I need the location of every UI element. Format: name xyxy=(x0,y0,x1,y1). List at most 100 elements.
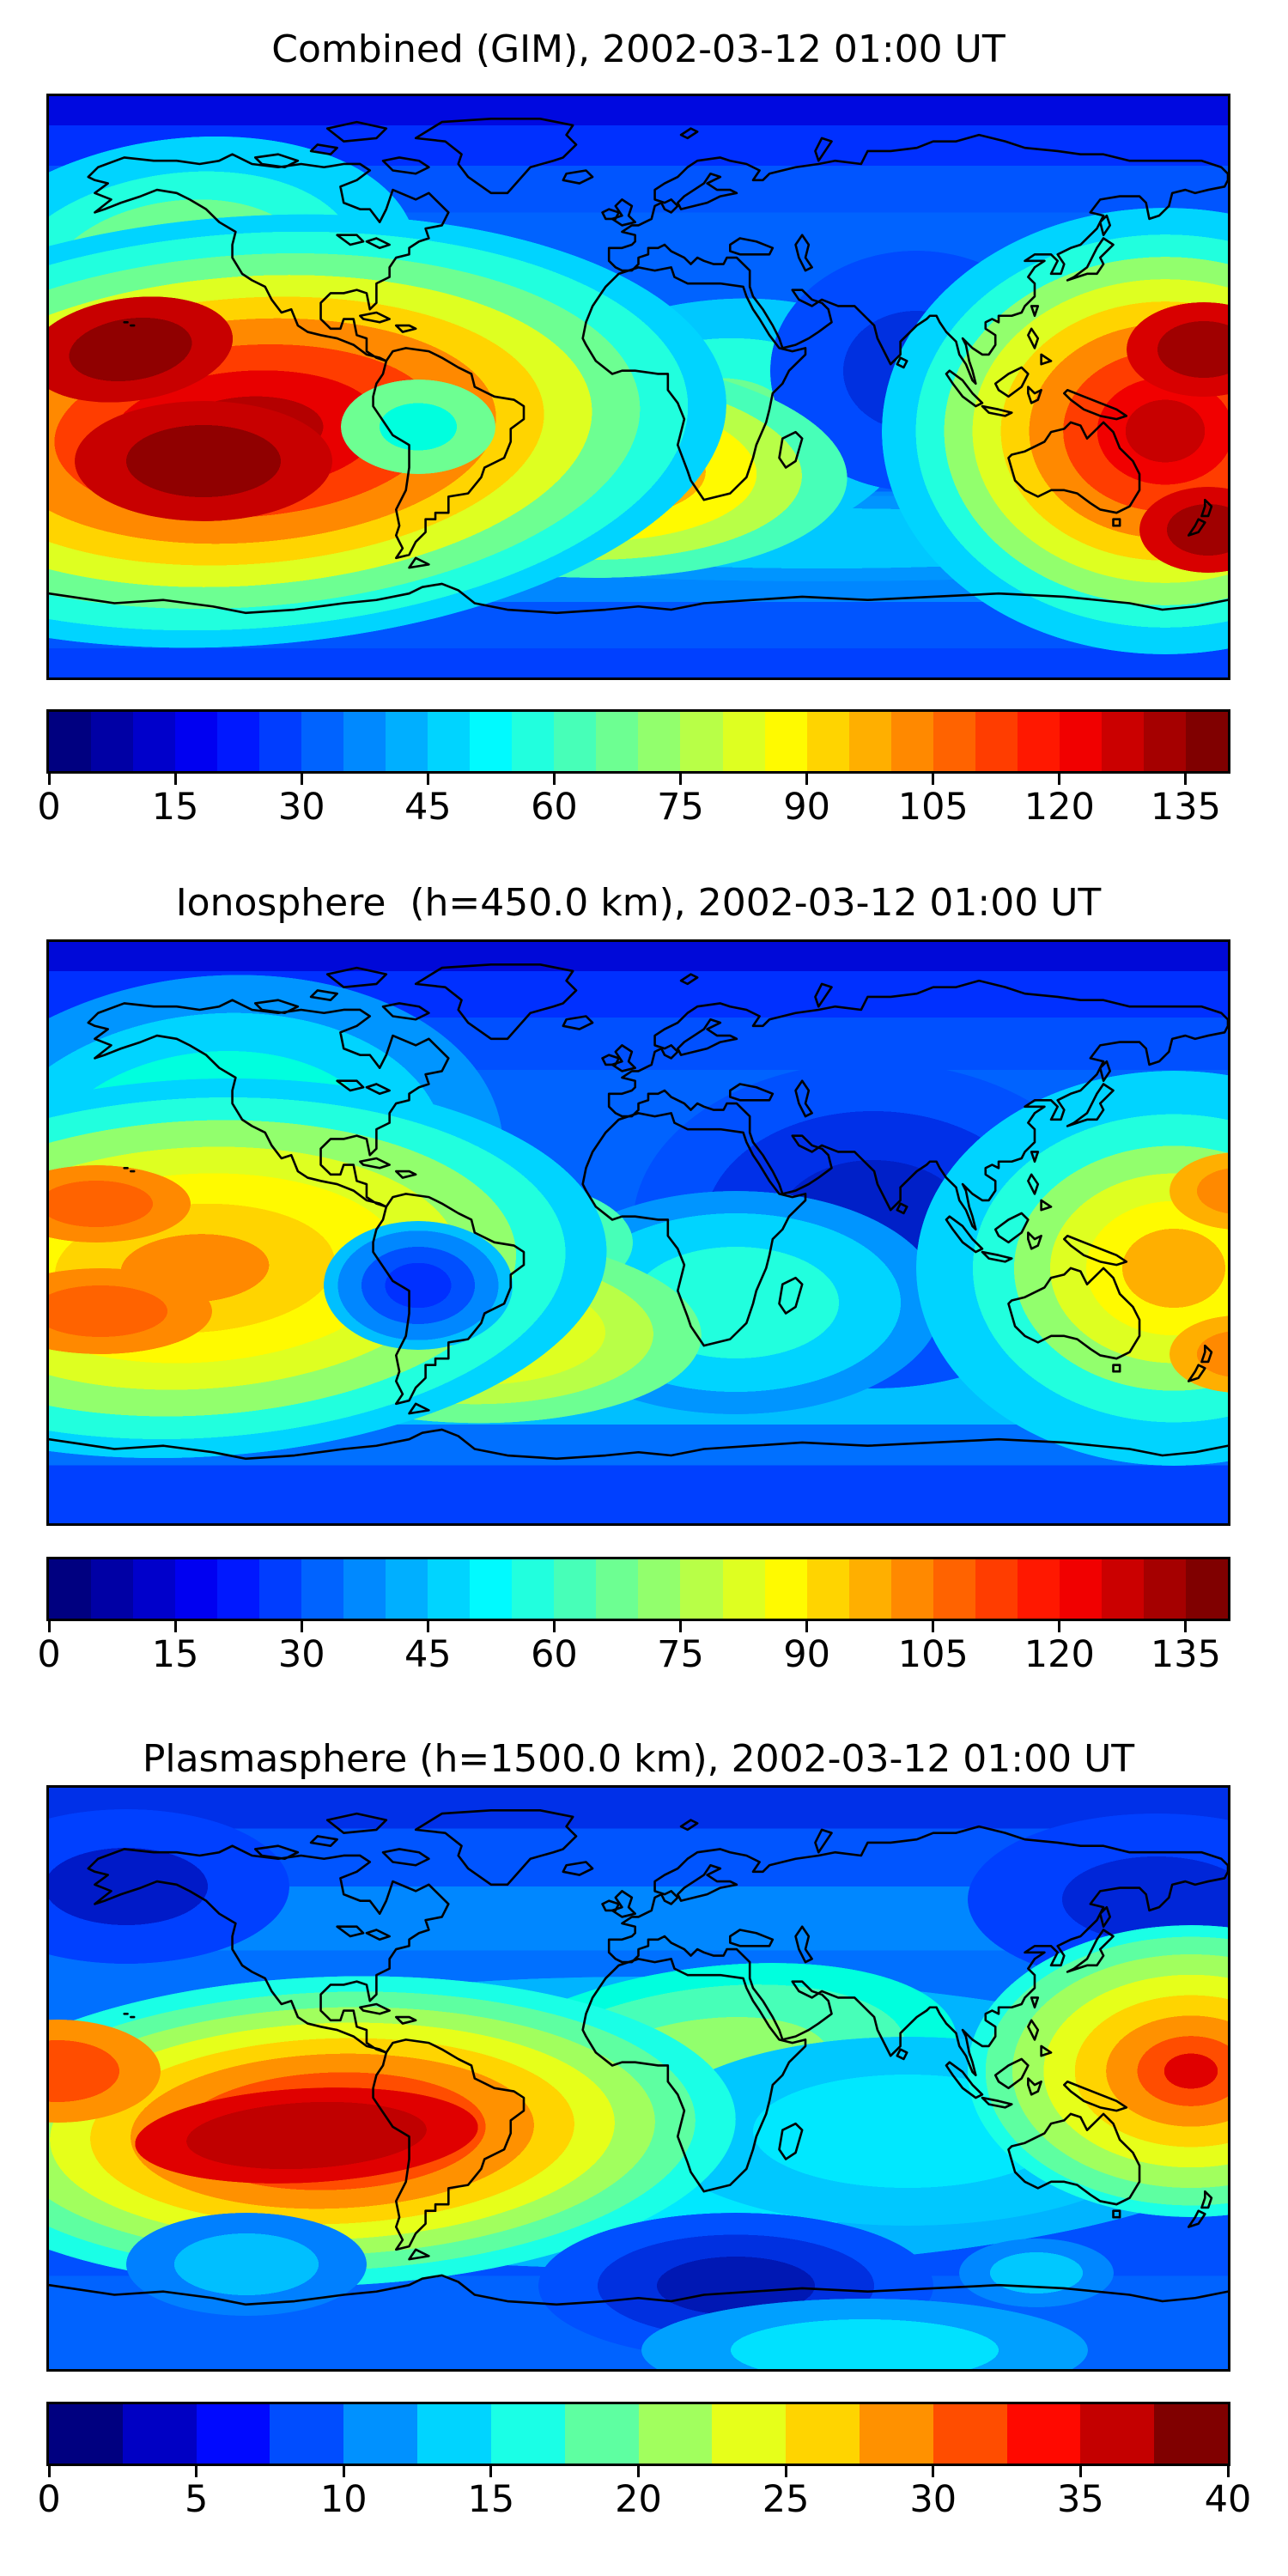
colorbar-segment xyxy=(1185,712,1228,771)
colorbar-segment xyxy=(217,1559,260,1619)
colorbar-segment xyxy=(933,712,975,771)
colorbar-segment xyxy=(564,2404,639,2464)
colorbar-tick-mark xyxy=(47,2466,51,2477)
world-contour-map-ionosphere xyxy=(49,942,1228,1523)
colorbar-ticks-combined: 0 15 30 45 60 75 90 105 120 135 xyxy=(37,774,1228,847)
colorbar-combined xyxy=(46,709,1230,774)
colorbar-tick-mark xyxy=(552,1621,556,1632)
colorbar-segment xyxy=(933,1559,975,1619)
colorbar-tick-mark xyxy=(1226,2466,1230,2477)
colorbar-segment xyxy=(133,1559,176,1619)
colorbar-segment xyxy=(722,712,765,771)
colorbar-segment xyxy=(417,2404,491,2464)
colorbar-segment xyxy=(196,2404,270,2464)
colorbar-tick-mark xyxy=(552,774,556,785)
colorbar-tick-mark xyxy=(300,1621,303,1632)
colorbar-segment xyxy=(1101,712,1144,771)
colorbar-tick-label: 30 xyxy=(277,786,325,829)
colorbar-tick-mark xyxy=(47,774,51,785)
colorbar-segment xyxy=(1154,2404,1228,2464)
colorbar-segment xyxy=(386,1559,428,1619)
colorbar-tick-label: 135 xyxy=(1150,1633,1221,1676)
colorbar-segment xyxy=(1143,712,1186,771)
colorbar-segment xyxy=(680,712,723,771)
colorbar-segment xyxy=(301,712,344,771)
colorbar-tick-label: 45 xyxy=(404,786,452,829)
colorbar-segment xyxy=(975,712,1018,771)
colorbar-tick-label: 30 xyxy=(909,2478,957,2521)
colorbar-segment xyxy=(786,2404,860,2464)
colorbar-segment xyxy=(91,712,134,771)
colorbar-segment xyxy=(712,2404,787,2464)
colorbar-ticks-ionosphere: 0 15 30 45 60 75 90 105 120 135 xyxy=(37,1621,1228,1694)
colorbar-tick-label: 10 xyxy=(319,2478,368,2521)
colorbar-segment xyxy=(217,712,260,771)
map-plasmasphere xyxy=(46,1785,1230,2372)
colorbar-segment xyxy=(133,712,176,771)
map-combined xyxy=(46,94,1230,680)
world-contour-map-plasmasphere xyxy=(49,1788,1228,2369)
colorbar-ticks-plasmasphere: 0 5 10 15 20 25 30 35 40 xyxy=(37,2466,1251,2539)
colorbar-tick-label: 5 xyxy=(184,2478,209,2521)
colorbar-tick-label: 60 xyxy=(531,786,578,829)
map-ionosphere xyxy=(46,939,1230,1526)
colorbar-segment xyxy=(1080,2404,1155,2464)
colorbar-tick-label: 0 xyxy=(37,1633,61,1676)
colorbar-segment xyxy=(638,2404,713,2464)
colorbar-tick-mark xyxy=(805,1621,809,1632)
colorbar-tick-label: 15 xyxy=(151,786,199,829)
colorbar-segment xyxy=(764,1559,807,1619)
colorbar-segment xyxy=(343,1559,386,1619)
colorbar-segment xyxy=(1185,1559,1228,1619)
colorbar-tick-label: 15 xyxy=(467,2478,515,2521)
colorbar-segment xyxy=(1059,1559,1102,1619)
colorbar-tick-mark xyxy=(342,2466,345,2477)
colorbar-tick-label: 25 xyxy=(762,2478,810,2521)
colorbar-tick-label: 60 xyxy=(531,1633,578,1676)
colorbar-segment xyxy=(596,712,639,771)
colorbar-segment xyxy=(1143,1559,1186,1619)
colorbar-tick-mark xyxy=(426,774,429,785)
colorbar-tick-mark xyxy=(489,2466,493,2477)
colorbar-tick-label: 90 xyxy=(783,1633,830,1676)
colorbar-segment xyxy=(975,1559,1018,1619)
colorbar-segment xyxy=(554,1559,597,1619)
colorbar-tick-mark xyxy=(637,2466,640,2477)
colorbar-segment xyxy=(859,2404,933,2464)
colorbar-tick-mark xyxy=(932,2466,935,2477)
colorbar-tick-label: 120 xyxy=(1024,786,1095,829)
colorbar-tick-mark xyxy=(784,2466,787,2477)
colorbar-segment xyxy=(890,1559,933,1619)
colorbar-segment xyxy=(1017,712,1060,771)
colorbar-ionosphere xyxy=(46,1557,1230,1621)
colorbar-tick-mark xyxy=(1184,1621,1188,1632)
world-contour-map-combined xyxy=(49,96,1228,677)
colorbar-segment xyxy=(1059,712,1102,771)
colorbar-segment xyxy=(806,712,849,771)
colorbar-tick-mark xyxy=(932,774,935,785)
colorbar-tick-label: 15 xyxy=(151,1633,199,1676)
colorbar-tick-label: 30 xyxy=(277,1633,325,1676)
colorbar-segment xyxy=(1006,2404,1081,2464)
colorbar-tick-mark xyxy=(173,774,177,785)
colorbar-segment xyxy=(596,1559,639,1619)
colorbar-segment xyxy=(91,1559,134,1619)
colorbar-segment xyxy=(512,712,555,771)
colorbar-segment xyxy=(554,712,597,771)
colorbar-tick-mark xyxy=(679,1621,683,1632)
colorbar-tick-label: 35 xyxy=(1057,2478,1104,2521)
colorbar-tick-mark xyxy=(173,1621,177,1632)
colorbar-tick-label: 90 xyxy=(783,786,830,829)
colorbar-segment xyxy=(428,712,471,771)
colorbar-segment xyxy=(848,712,891,771)
colorbar-tick-label: 0 xyxy=(37,2478,61,2521)
colorbar-segment xyxy=(1017,1559,1060,1619)
colorbar-tick-label: 105 xyxy=(897,786,969,829)
colorbar-plasmasphere xyxy=(46,2402,1230,2466)
colorbar-tick-label: 0 xyxy=(37,786,61,829)
colorbar-tick-label: 135 xyxy=(1150,786,1221,829)
colorbar-tick-mark xyxy=(805,774,809,785)
colorbar-segment xyxy=(890,712,933,771)
colorbar-segment xyxy=(470,712,513,771)
panel-title-ionosphere: Ionosphere (h=450.0 km), 2002-03-12 01:0… xyxy=(175,881,1102,925)
